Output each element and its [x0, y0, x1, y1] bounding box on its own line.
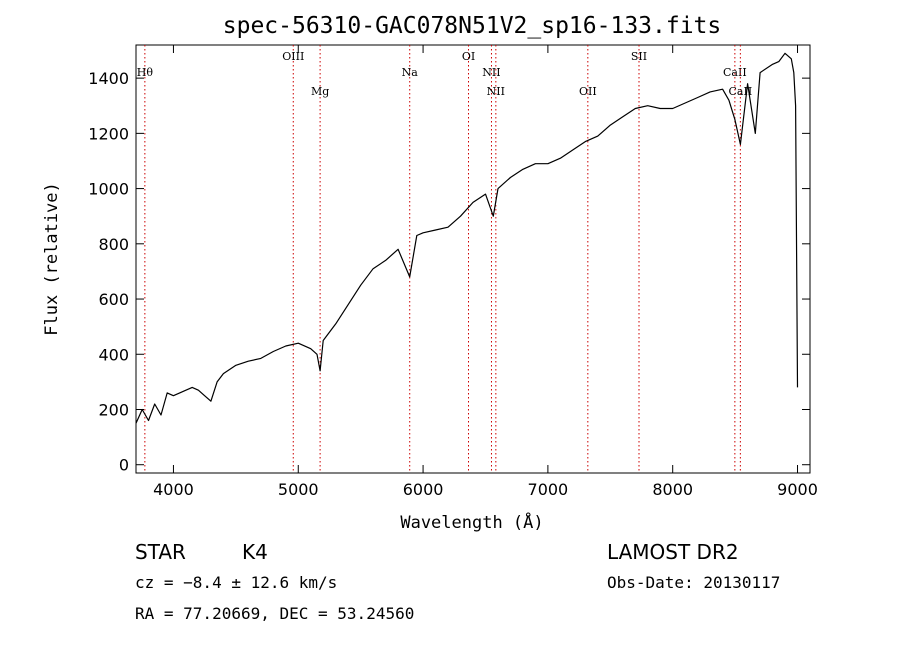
- object-class: STAR: [135, 540, 186, 564]
- y-axis-label: Flux (relative): [42, 182, 62, 336]
- object-subclass: K4: [242, 540, 268, 564]
- survey-name: LAMOST DR2: [607, 540, 739, 564]
- y-axis-ticks: 0 200 400 600 800 1000 1200 1400: [88, 69, 810, 475]
- y-tick-label: 1200: [88, 124, 129, 143]
- line-marker-label: Hθ: [137, 66, 154, 79]
- line-marker-label: OI: [462, 50, 475, 63]
- line-marker-label: OII: [579, 85, 597, 98]
- line-marker-label: NII: [482, 66, 500, 79]
- x-tick-label: 5000: [278, 480, 319, 499]
- y-tick-label: 600: [98, 290, 129, 309]
- coordinates-readout: RA = 77.20669, DEC = 53.24560: [135, 604, 414, 623]
- y-tick-label: 0: [119, 456, 129, 475]
- y-tick-label: 1000: [88, 180, 129, 199]
- x-tick-label: 4000: [153, 480, 194, 499]
- x-axis-label: Wavelength (Å): [400, 511, 543, 533]
- y-tick-label: 800: [98, 235, 129, 254]
- chart-title: spec-56310-GAC078N51V2_sp16-133.fits: [223, 13, 722, 39]
- line-marker-label: Mg: [311, 85, 329, 98]
- line-marker-label: SII: [631, 50, 647, 63]
- line-marker-label: NII: [487, 85, 505, 98]
- x-tick-label: 6000: [403, 480, 444, 499]
- x-axis-ticks: 4000 5000 6000 7000 8000 9000: [153, 45, 818, 499]
- spectrum-series: [135, 52, 799, 424]
- x-tick-label: 8000: [652, 480, 693, 499]
- plot-frame: [135, 44, 811, 474]
- x-tick-label: 9000: [777, 480, 818, 499]
- x-tick-label: 7000: [528, 480, 569, 499]
- line-marker-label: OIII: [282, 50, 304, 63]
- observation-date: Obs-Date: 20130117: [607, 573, 780, 592]
- redshift-readout: cz = −8.4 ± 12.6 km/s: [135, 573, 337, 592]
- y-tick-label: 400: [98, 345, 129, 364]
- y-tick-label: 200: [98, 400, 129, 419]
- line-marker-label: Na: [402, 66, 419, 79]
- line-marker-label: CaII: [723, 66, 747, 79]
- y-tick-label: 1400: [88, 69, 129, 88]
- spectrum-line: [135, 52, 799, 424]
